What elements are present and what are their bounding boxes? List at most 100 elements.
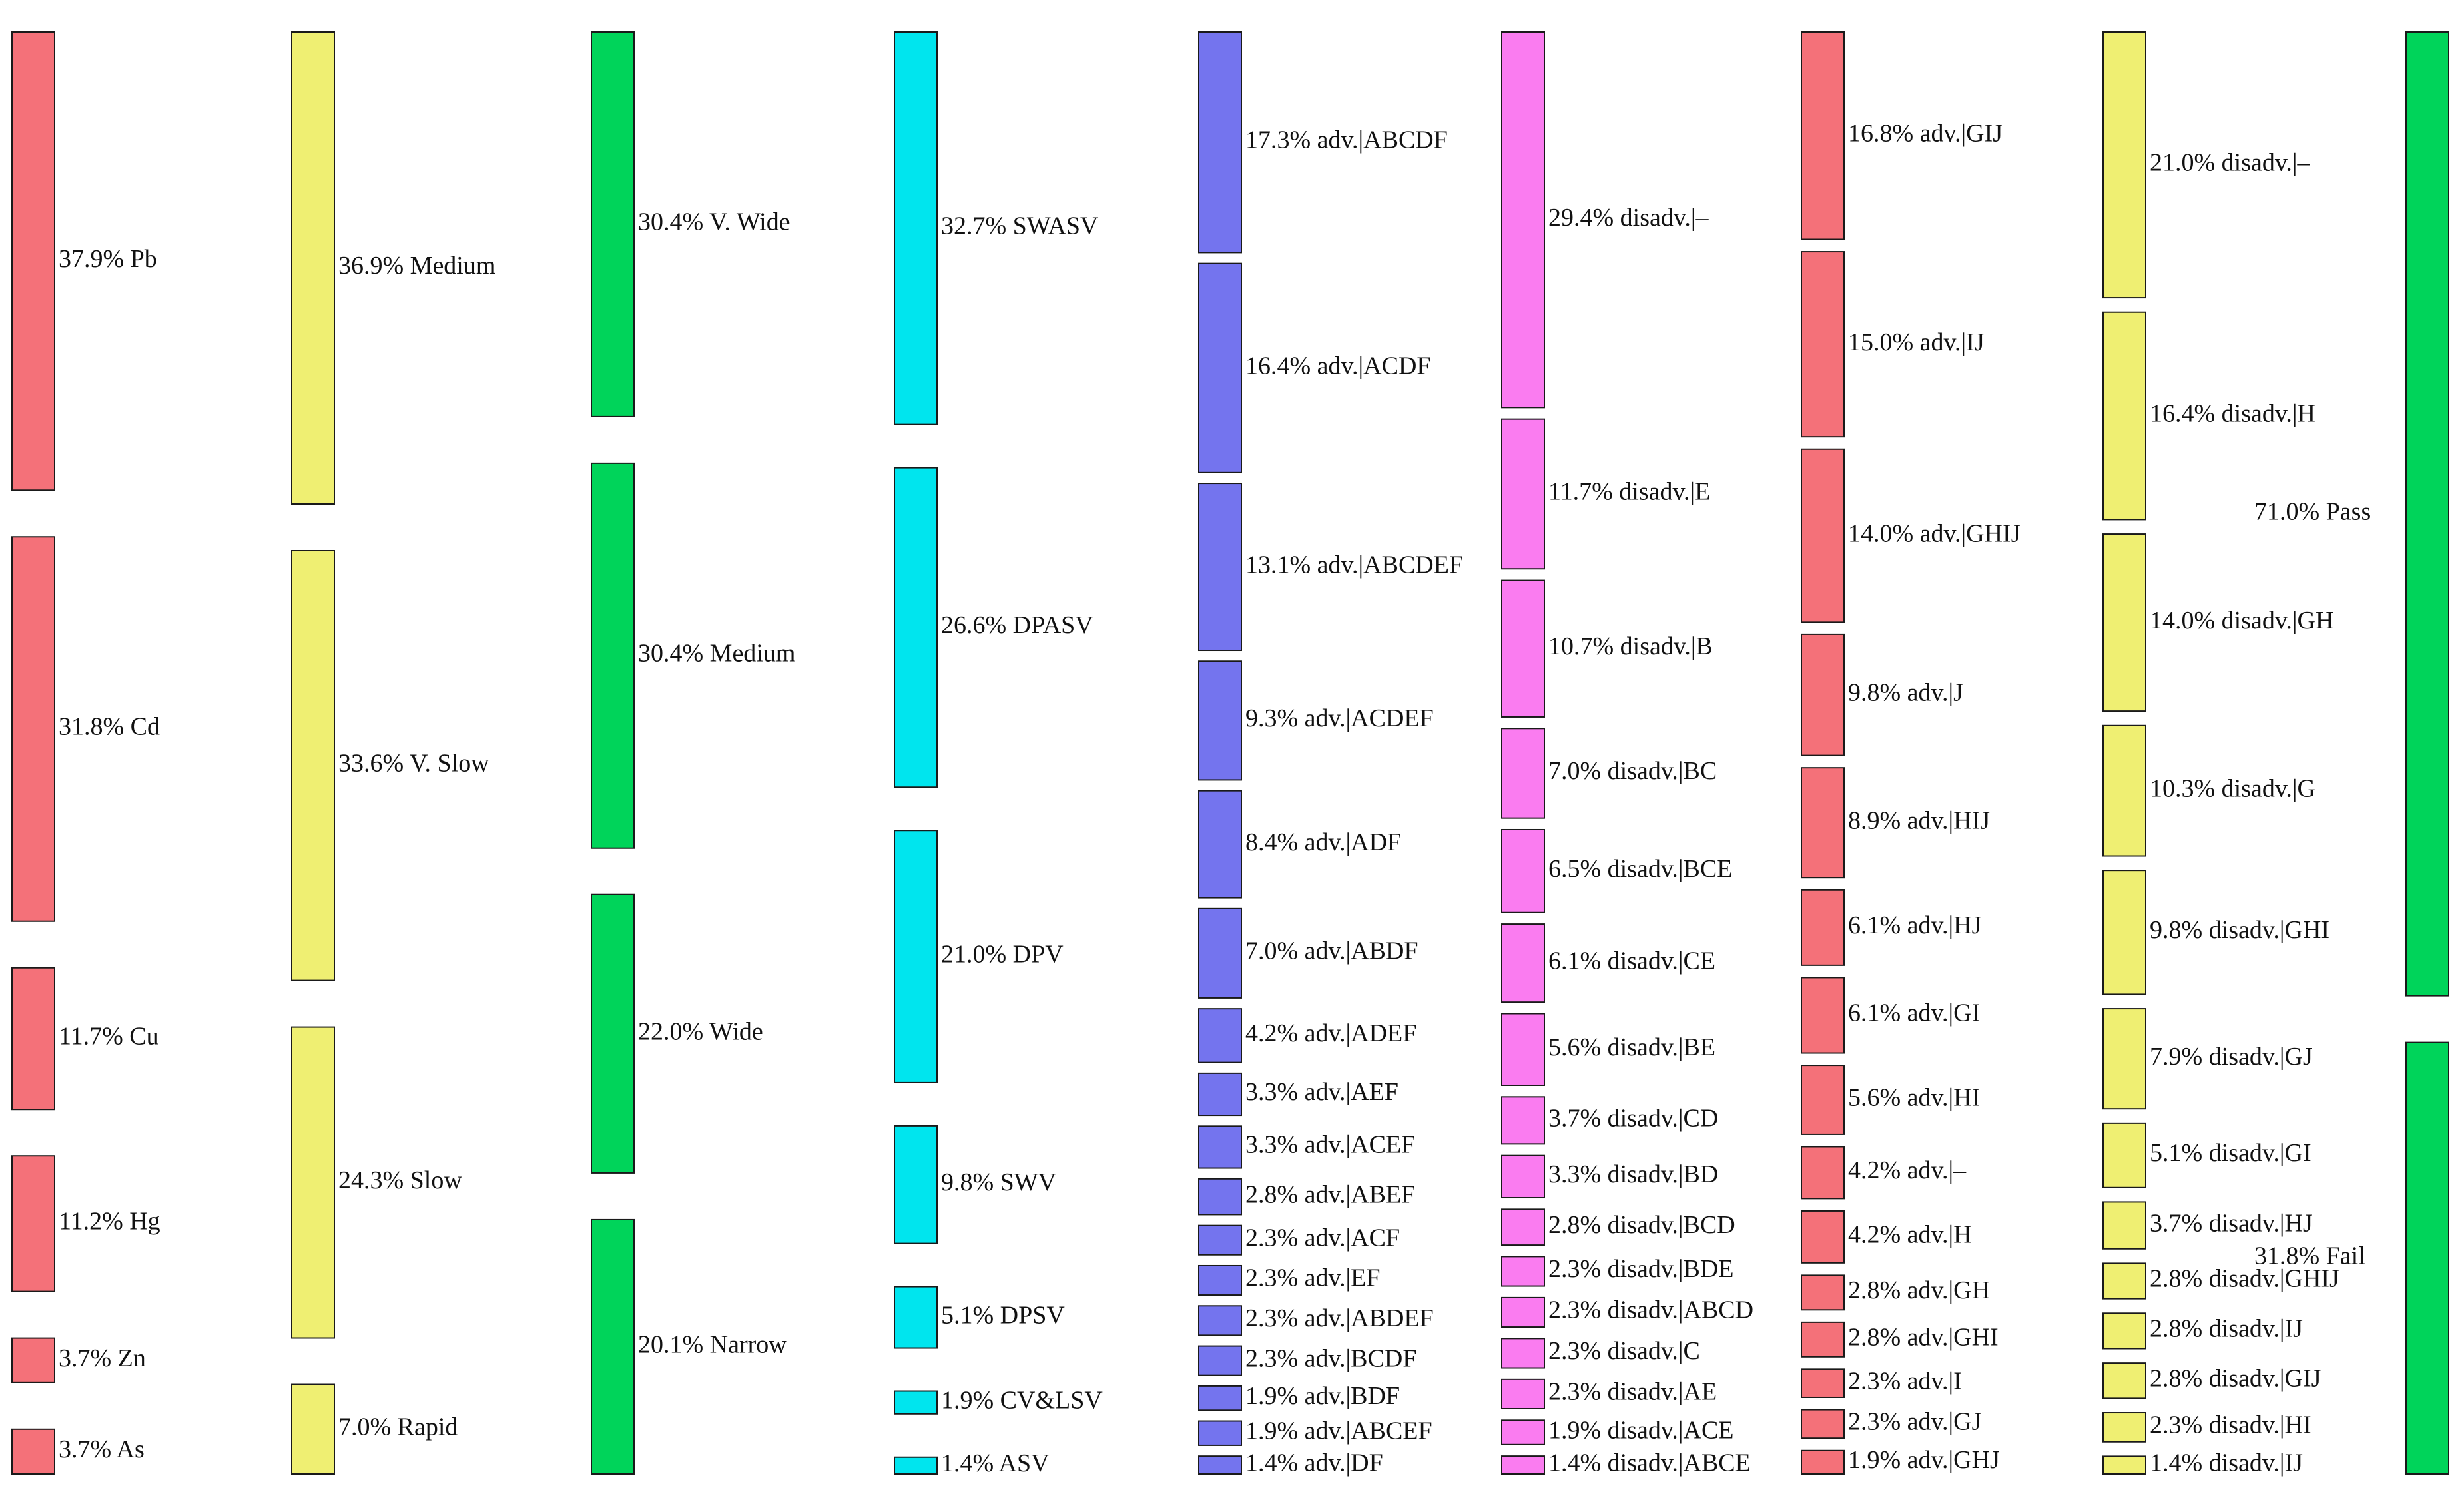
sankey-link	[937, 1413, 1199, 1445]
sankey-link	[1544, 531, 1801, 1094]
sankey-node-label: 32.7% SWASV	[941, 212, 1099, 240]
sankey-link	[937, 778, 1199, 1467]
sankey-node	[12, 1429, 55, 1474]
sankey-link	[1544, 977, 1801, 1031]
sankey-link	[1844, 1437, 2103, 1441]
sankey-node-label: 1.4% adv.|DF	[1245, 1449, 1383, 1477]
sankey-link	[937, 1333, 1199, 1344]
sankey-node	[1801, 768, 1844, 877]
sankey-link	[1241, 593, 1502, 961]
sankey-node-label: 26.6% DPASV	[941, 611, 1093, 639]
sankey-node	[1801, 1451, 1844, 1474]
sankey-link	[634, 815, 894, 1322]
sankey-link	[937, 389, 1199, 916]
sankey-link	[55, 1066, 292, 1280]
sankey-node-label: 13.1% adv.|ABCDEF	[1245, 551, 1463, 579]
sankey-node	[1502, 581, 1544, 717]
sankey-link	[937, 539, 1199, 618]
sankey-node-label: 1.4% ASV	[941, 1449, 1050, 1477]
sankey-link	[1241, 159, 1502, 533]
sankey-node	[894, 1391, 937, 1414]
sankey-link	[937, 1022, 1199, 1107]
sankey-node	[2103, 1313, 2146, 1348]
sankey-node	[1199, 1386, 1241, 1410]
sankey-link	[1241, 489, 1502, 710]
sankey-node-label: 11.2% Hg	[59, 1208, 160, 1236]
sankey-node	[894, 1126, 937, 1244]
sankey-link	[1844, 1194, 2103, 1343]
sankey-link	[55, 901, 292, 1250]
sankey-node-label: 20.1% Narrow	[638, 1331, 787, 1359]
sankey-node-label: 3.7% disadv.|CD	[1548, 1105, 1718, 1132]
sankey-link	[1844, 321, 2103, 589]
sankey-node-label: 1.9% CV&LSV	[941, 1386, 1103, 1414]
sankey-link	[1241, 470, 1502, 553]
sankey-node-label: 5.1% disadv.|GI	[2150, 1139, 2311, 1167]
sankey-link	[634, 835, 894, 1404]
sankey-node-label: 11.7% Cu	[59, 1023, 159, 1051]
sankey-node-label: 2.3% disadv.|AE	[1548, 1378, 1717, 1406]
sankey-link	[1241, 815, 1502, 1435]
sankey-link	[937, 357, 1199, 1191]
sankey-node-label: 8.9% adv.|HIJ	[1848, 806, 1990, 834]
sankey-link	[1241, 350, 1502, 627]
sankey-link	[1844, 424, 2103, 808]
sankey-link	[937, 763, 1199, 1364]
sankey-node	[12, 1338, 55, 1383]
sankey-link	[634, 695, 894, 979]
sankey-node-label: 71.0% Pass	[2254, 498, 2371, 526]
sankey-link	[634, 1033, 894, 1427]
sankey-link	[1544, 609, 1801, 1352]
sankey-node	[2103, 312, 2146, 520]
sankey-link	[1844, 516, 2103, 1459]
sankey-node-label: 1.9% adv.|BDF	[1245, 1382, 1400, 1410]
sankey-link	[1544, 777, 1801, 833]
sankey-node	[894, 1287, 937, 1348]
sankey-link	[1241, 1106, 1502, 1134]
sankey-link	[937, 648, 1199, 855]
sankey-link	[634, 1122, 894, 1220]
sankey-node	[1801, 32, 1844, 239]
sankey-link	[1544, 306, 1801, 465]
sankey-link	[1544, 422, 1801, 1348]
sankey-node-label: 3.3% adv.|ACEF	[1245, 1131, 1415, 1159]
sankey-link	[1844, 871, 2103, 1385]
sankey-link	[1844, 656, 2103, 1017]
sankey-link	[2146, 216, 2406, 1133]
sankey-link	[1241, 967, 1502, 980]
sankey-link	[1844, 963, 2103, 1433]
sankey-link	[1844, 538, 2103, 784]
sankey-link	[1241, 203, 1502, 1105]
sankey-link	[1241, 235, 1502, 1344]
sankey-link	[1844, 256, 2103, 1222]
sankey-link	[937, 434, 1199, 1166]
sankey-link	[1544, 881, 1801, 939]
sankey-node	[292, 1385, 334, 1474]
sankey-link	[634, 348, 894, 1304]
sankey-link	[2146, 455, 2406, 1203]
sankey-node	[1502, 32, 1544, 407]
sankey-link	[1241, 32, 1502, 97]
sankey-link	[1241, 881, 1502, 1232]
sankey-node	[2103, 1202, 2146, 1248]
sankey-node-label: 1.9% adv.|ABCEF	[1245, 1417, 1432, 1445]
sankey-node	[12, 537, 55, 921]
sankey-link	[1544, 328, 1801, 623]
sankey-link	[334, 1154, 591, 1457]
sankey-link	[1544, 951, 1801, 1184]
sankey-link	[937, 1031, 1199, 1160]
sankey-link	[1241, 433, 1502, 1170]
sankey-link	[1844, 467, 2103, 1091]
sankey-node	[2103, 1263, 2146, 1298]
sankey-node	[1502, 1298, 1544, 1327]
sankey-link	[937, 1208, 1199, 1227]
sankey-node	[591, 895, 634, 1173]
sankey-node-label: 16.4% disadv.|H	[2150, 399, 2315, 427]
sankey-link	[634, 32, 894, 160]
sankey-link	[937, 314, 1199, 1027]
sankey-link	[1241, 1140, 1502, 1370]
sankey-link	[634, 843, 894, 1467]
sankey-node	[1801, 449, 1844, 623]
sankey-link	[937, 748, 1199, 1284]
